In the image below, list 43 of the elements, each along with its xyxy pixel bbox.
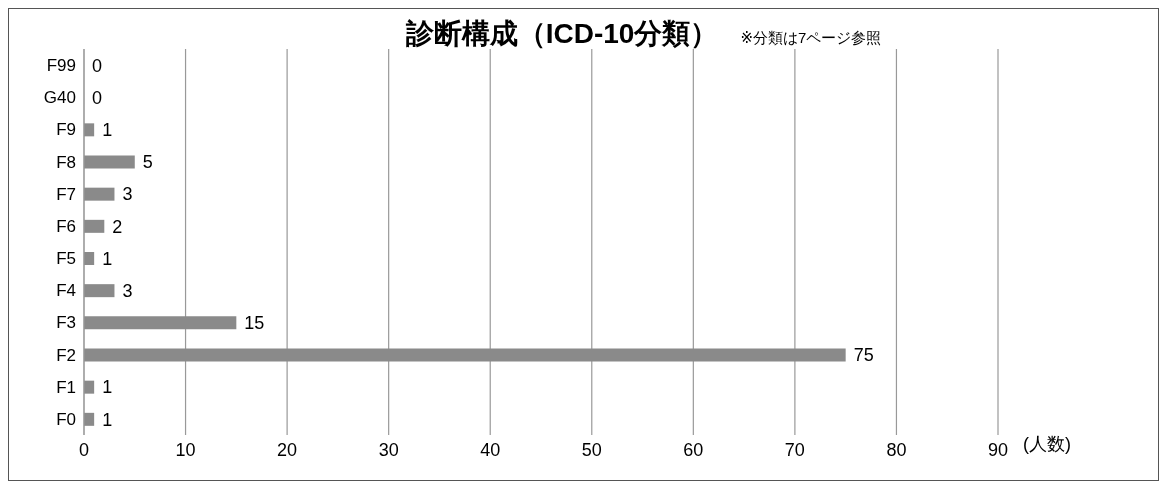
y-tick-label: F9	[56, 120, 76, 140]
bar	[84, 219, 105, 233]
data-label: 15	[244, 313, 265, 334]
data-label: 1	[102, 409, 113, 430]
x-tick-label: 10	[175, 439, 196, 460]
data-label: 1	[102, 120, 113, 141]
bar	[84, 187, 115, 201]
data-label: 5	[142, 152, 153, 173]
y-tick-label: F4	[56, 281, 76, 301]
x-tick-label: 90	[987, 439, 1009, 460]
bar	[84, 155, 135, 169]
data-label: 1	[102, 248, 113, 269]
data-label: 75	[853, 345, 874, 366]
y-tick-label: G40	[43, 88, 76, 108]
y-tick-label: F6	[56, 216, 76, 236]
y-tick-label: F7	[56, 184, 76, 204]
y-tick-label: F99	[46, 56, 76, 76]
x-tick-label: 20	[277, 439, 298, 460]
data-label: 3	[122, 280, 133, 301]
y-tick-label: F2	[56, 345, 76, 365]
y-tick-label: F8	[56, 152, 76, 172]
data-label: 2	[112, 216, 123, 237]
bar	[84, 316, 237, 330]
y-tick-label: F1	[56, 377, 76, 397]
x-tick-label: 50	[581, 439, 602, 460]
y-tick-label: F5	[56, 249, 76, 269]
chart-subtitle: ※分類は7ページ参照	[740, 29, 882, 48]
data-label: 0	[92, 87, 103, 108]
x-tick-label: 80	[886, 439, 907, 460]
x-tick-label: 30	[378, 439, 399, 460]
x-tick-label: 0	[78, 439, 90, 460]
bar	[84, 348, 846, 362]
data-label: 1	[102, 377, 113, 398]
data-label: 3	[122, 184, 133, 205]
x-tick-label: 60	[683, 439, 704, 460]
y-tick-label: F3	[56, 313, 76, 333]
x-axis-title: (人数)	[1023, 434, 1071, 455]
y-tick-label: F0	[56, 409, 76, 429]
bar	[84, 284, 115, 298]
x-tick-label: 40	[480, 439, 501, 460]
data-label: 0	[92, 55, 103, 76]
chart-title: 診断構成（ICD-10分類）	[405, 17, 719, 51]
x-tick-label: 70	[784, 439, 805, 460]
